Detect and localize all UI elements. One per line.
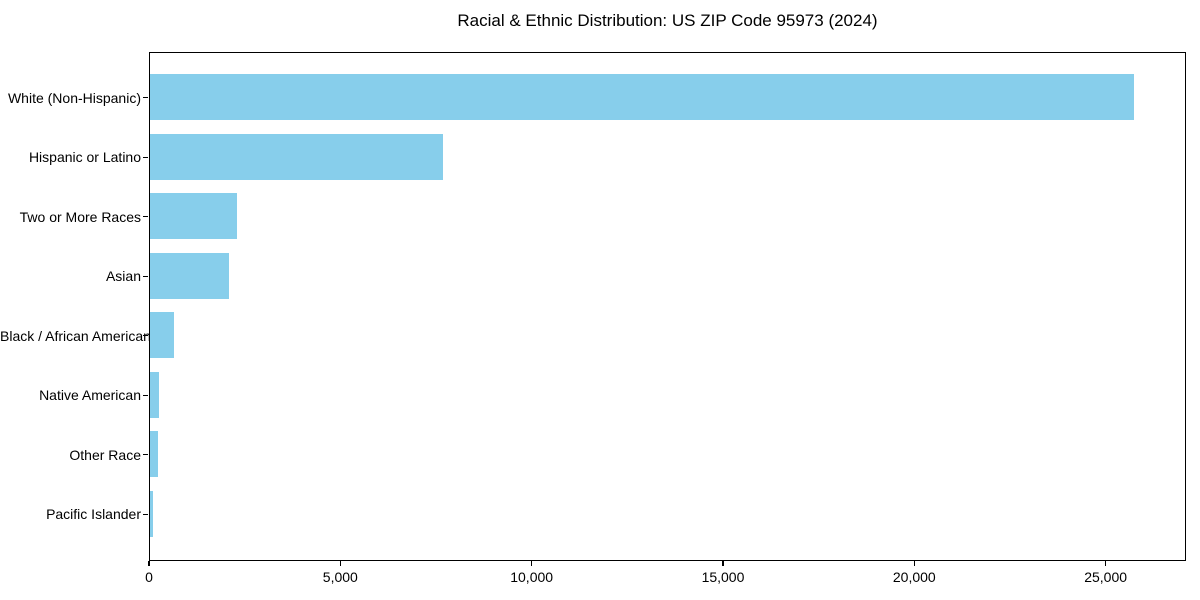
y-tick bbox=[142, 97, 148, 99]
bar bbox=[150, 312, 175, 359]
y-tick bbox=[142, 335, 148, 337]
y-tick bbox=[142, 394, 148, 396]
y-tick bbox=[142, 513, 148, 515]
category-label: Black / African American bbox=[0, 327, 151, 344]
category-label: Two or More Races bbox=[19, 208, 141, 225]
category-label: Other Race bbox=[69, 446, 141, 463]
x-tick-label: 10,000 bbox=[510, 569, 554, 585]
x-tick bbox=[722, 561, 724, 566]
bar bbox=[150, 133, 443, 180]
plot-area bbox=[149, 52, 1186, 561]
category-label: Asian bbox=[105, 268, 141, 285]
y-tick bbox=[142, 156, 148, 158]
bar bbox=[150, 431, 158, 478]
x-tick-label: 0 bbox=[145, 569, 153, 585]
bar bbox=[150, 371, 159, 418]
bar bbox=[150, 490, 154, 537]
bar bbox=[150, 193, 238, 240]
x-tick-label: 25,000 bbox=[1084, 569, 1128, 585]
y-tick bbox=[142, 275, 148, 277]
category-label: Native American bbox=[39, 387, 141, 404]
y-tick bbox=[142, 454, 148, 456]
x-tick-label: 5,000 bbox=[322, 569, 358, 585]
x-tick bbox=[339, 561, 341, 566]
x-tick bbox=[148, 561, 150, 566]
bar bbox=[150, 74, 1134, 121]
x-tick bbox=[531, 561, 533, 566]
x-tick bbox=[913, 561, 915, 566]
category-label: Pacific Islander bbox=[46, 506, 141, 523]
category-label: White (Non-Hispanic) bbox=[7, 89, 141, 106]
x-tick-label: 20,000 bbox=[892, 569, 936, 585]
bars-layer bbox=[150, 53, 1185, 560]
chart-title: Racial & Ethnic Distribution: US ZIP Cod… bbox=[457, 11, 878, 30]
x-tick-label: 15,000 bbox=[701, 569, 745, 585]
y-tick bbox=[142, 216, 148, 218]
x-tick bbox=[1104, 561, 1107, 566]
category-label: Hispanic or Latino bbox=[28, 149, 141, 166]
bar bbox=[150, 252, 229, 299]
